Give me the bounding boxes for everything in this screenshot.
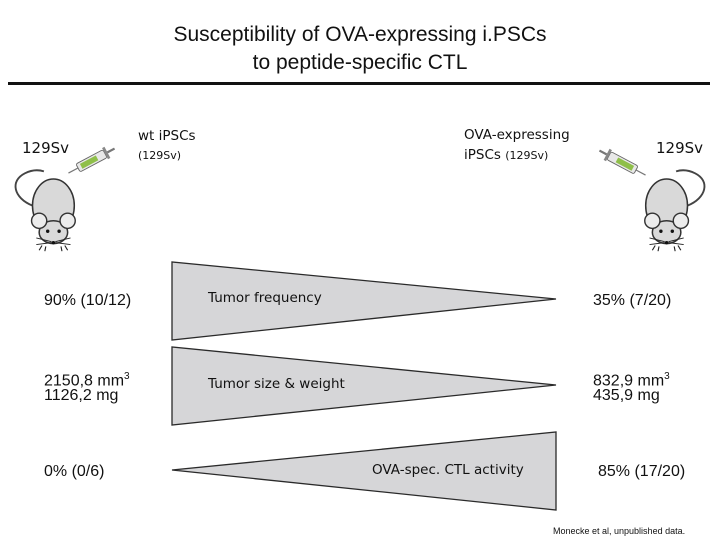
tumor-size-right: 832,9 mm: [593, 372, 665, 390]
right-cell-line-name: iPSCs: [464, 147, 501, 163]
tumor-frequency-left-value: 90% (10/12): [44, 292, 132, 309]
slide-title-line2: to peptide-specific CTL: [252, 51, 468, 74]
tumor-frequency-label: Tumor frequency: [208, 290, 322, 306]
syringe-icon-right: [595, 143, 650, 182]
syringe-icon-left: [64, 141, 119, 180]
tumor-weight-left-value: 1126,2 mg: [44, 387, 119, 404]
wedge-ctl-activity: [171, 431, 557, 511]
citation: Monecke et al, unpublished data.: [553, 526, 686, 536]
slide-title-line1: Susceptibility of OVA-expressing i.PSCs: [173, 23, 547, 46]
ctl-activity-right-value: 85% (17/20): [598, 463, 686, 480]
tumor-size-weight-label: Tumor size & weight: [208, 376, 345, 392]
mouse-icon-left: [14, 169, 77, 253]
tumor-size-left-exp: 3: [124, 371, 130, 382]
wedge-tumor-size-weight: [171, 346, 557, 426]
title-divider: [8, 82, 710, 85]
left-strain-label: 129Sv: [22, 139, 70, 157]
ctl-activity-label: OVA-spec. CTL activity: [372, 462, 524, 478]
left-cell-line-label: wt iPSCs: [138, 128, 196, 144]
right-cell-line-label: OVA-expressing: [464, 127, 570, 143]
right-cell-line-label-2: iPSCs (129Sv): [464, 147, 548, 163]
right-cell-strain-label: (129Sv): [505, 149, 549, 162]
left-cell-strain-label: (129Sv): [138, 149, 182, 162]
tumor-size-left-value: 2150,8 mm3: [44, 367, 130, 390]
tumor-frequency-right-value: 35% (7/20): [593, 292, 672, 309]
ctl-activity-left-value: 0% (0/6): [44, 463, 105, 480]
tumor-size-right-value: 832,9 mm3: [593, 367, 670, 390]
right-strain-label: 129Sv: [656, 139, 704, 157]
mouse-icon-right: [643, 169, 706, 253]
tumor-weight-right-value: 435,9 mg: [593, 387, 660, 404]
tumor-size-left: 2150,8 mm: [44, 372, 125, 390]
tumor-size-right-exp: 3: [664, 371, 670, 382]
wedge-tumor-frequency: [171, 261, 557, 341]
